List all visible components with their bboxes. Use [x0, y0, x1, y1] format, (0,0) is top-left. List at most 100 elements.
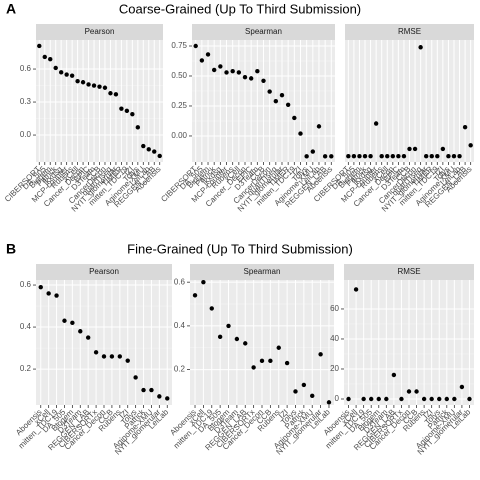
point [452, 396, 457, 402]
point [429, 153, 434, 159]
point [279, 92, 285, 98]
chart-title: Coarse-Grained (Up To Third Submission) [119, 1, 361, 16]
point [259, 358, 265, 364]
point [85, 335, 91, 340]
point [38, 284, 43, 290]
point [298, 131, 303, 136]
point [284, 360, 290, 366]
point [46, 291, 51, 296]
point [310, 149, 316, 154]
point [412, 146, 418, 152]
point [101, 354, 107, 359]
point [255, 68, 260, 74]
point [418, 45, 423, 50]
point [91, 83, 97, 88]
point [322, 154, 328, 159]
point [211, 67, 217, 73]
point [407, 146, 412, 152]
point [58, 70, 64, 75]
point [80, 80, 86, 85]
point [97, 84, 102, 89]
point [236, 70, 242, 75]
point [125, 358, 130, 363]
point [329, 154, 334, 159]
point [119, 106, 124, 111]
point [406, 389, 412, 394]
point [401, 153, 407, 159]
panel-label: A [6, 1, 16, 17]
point [429, 396, 434, 402]
point [310, 393, 315, 399]
y-tick-label: 0.25 [171, 101, 187, 110]
point [117, 354, 123, 359]
point [373, 121, 379, 126]
y-tick-label: 0.0 [20, 130, 32, 139]
strip-label: RMSE [398, 27, 421, 36]
strip [192, 24, 335, 40]
point [141, 143, 146, 149]
point [42, 54, 47, 60]
point [192, 293, 198, 298]
point [78, 329, 83, 334]
y-tick-label: 0.75 [171, 41, 187, 50]
point [217, 334, 223, 340]
point [224, 70, 229, 75]
y-tick-label: 0.6 [20, 64, 32, 73]
point [379, 153, 384, 159]
point [242, 74, 248, 80]
point [199, 58, 205, 63]
point [346, 396, 351, 402]
point [362, 153, 368, 159]
point [251, 365, 256, 370]
point [93, 350, 99, 355]
point [390, 153, 396, 159]
chart-title: Fine-Grained (Up To Third Submission) [127, 241, 353, 256]
strip-label: Pearson [89, 267, 119, 276]
point [437, 396, 442, 402]
strip [345, 24, 474, 40]
point [391, 372, 397, 378]
point [384, 396, 389, 402]
point [351, 153, 357, 159]
point [230, 68, 235, 74]
point [64, 72, 69, 77]
point [316, 124, 322, 129]
point [157, 153, 162, 159]
point [201, 279, 206, 285]
strip-label: Spearman [245, 27, 282, 36]
y-tick-label: 0.2 [174, 365, 186, 374]
point [385, 153, 390, 159]
point [149, 387, 154, 393]
point [86, 82, 91, 87]
point [130, 111, 135, 117]
point [459, 384, 465, 390]
point [304, 154, 309, 159]
point [399, 396, 404, 402]
y-tick-label: 60 [330, 304, 339, 313]
point [113, 92, 119, 97]
point [451, 153, 457, 159]
point [248, 76, 254, 81]
point [102, 85, 108, 90]
point [234, 336, 240, 342]
y-tick-label: 0.3 [20, 97, 32, 106]
point [62, 318, 67, 323]
point [361, 396, 366, 402]
point [267, 89, 272, 94]
point [444, 396, 449, 402]
point [468, 143, 473, 148]
point [346, 153, 351, 159]
point [261, 78, 266, 83]
point [69, 73, 75, 78]
point [243, 341, 248, 346]
strip-label: RMSE [397, 267, 420, 276]
y-tick-label: 40 [330, 334, 339, 343]
point [108, 91, 113, 96]
point [462, 124, 468, 130]
point [440, 146, 446, 152]
point [414, 389, 419, 394]
point [54, 293, 59, 298]
point [292, 115, 297, 121]
point [301, 382, 307, 388]
